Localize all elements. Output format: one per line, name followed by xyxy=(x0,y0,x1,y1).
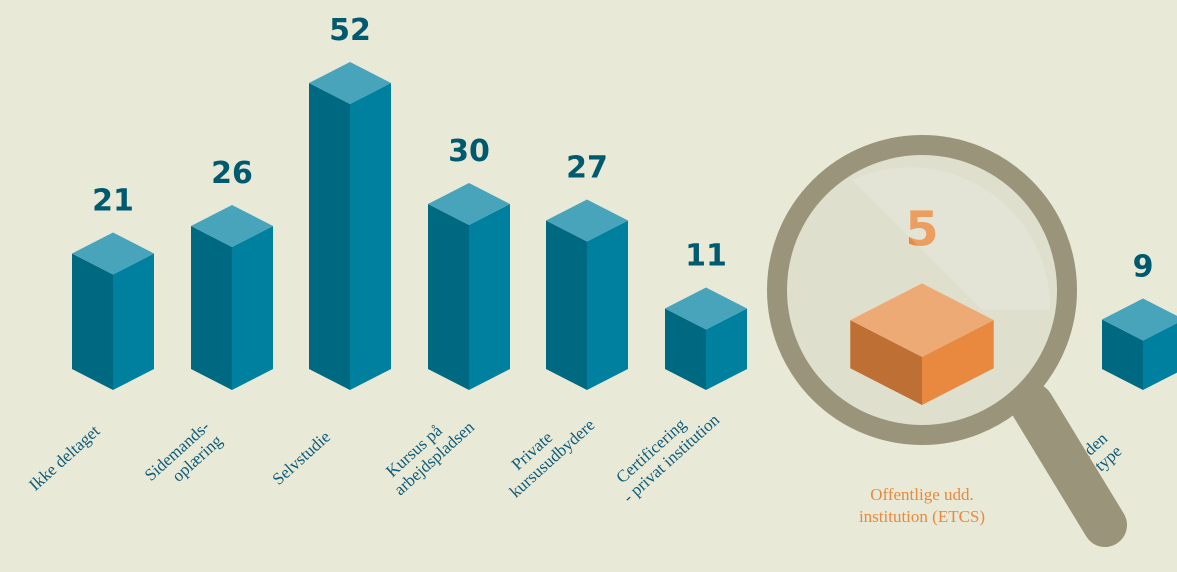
category-label: institution (ETCS) xyxy=(859,507,985,526)
bar-side xyxy=(113,254,154,391)
page: 21Ikke deltaget26Sidemands-oplæring52Sel… xyxy=(0,0,1177,572)
value-label: 52 xyxy=(329,13,371,48)
value-label: 21 xyxy=(92,184,134,219)
bar-front xyxy=(72,254,113,391)
bar-side xyxy=(350,83,391,390)
bar-front xyxy=(428,204,469,390)
bar-side xyxy=(469,204,510,390)
bar-side xyxy=(232,226,273,390)
value-label: 26 xyxy=(211,156,253,191)
bar-front xyxy=(309,83,350,390)
value-label: 9 xyxy=(1133,250,1154,285)
bar-front xyxy=(546,221,587,391)
bar-front xyxy=(191,226,232,390)
value-label: 11 xyxy=(685,239,727,274)
value-label: 27 xyxy=(566,151,608,186)
value-label: 30 xyxy=(448,134,490,169)
category-label: Offentlige udd. xyxy=(870,485,974,504)
chart: 21Ikke deltaget26Sidemands-oplæring52Sel… xyxy=(0,0,1177,572)
bar-side xyxy=(587,221,628,391)
